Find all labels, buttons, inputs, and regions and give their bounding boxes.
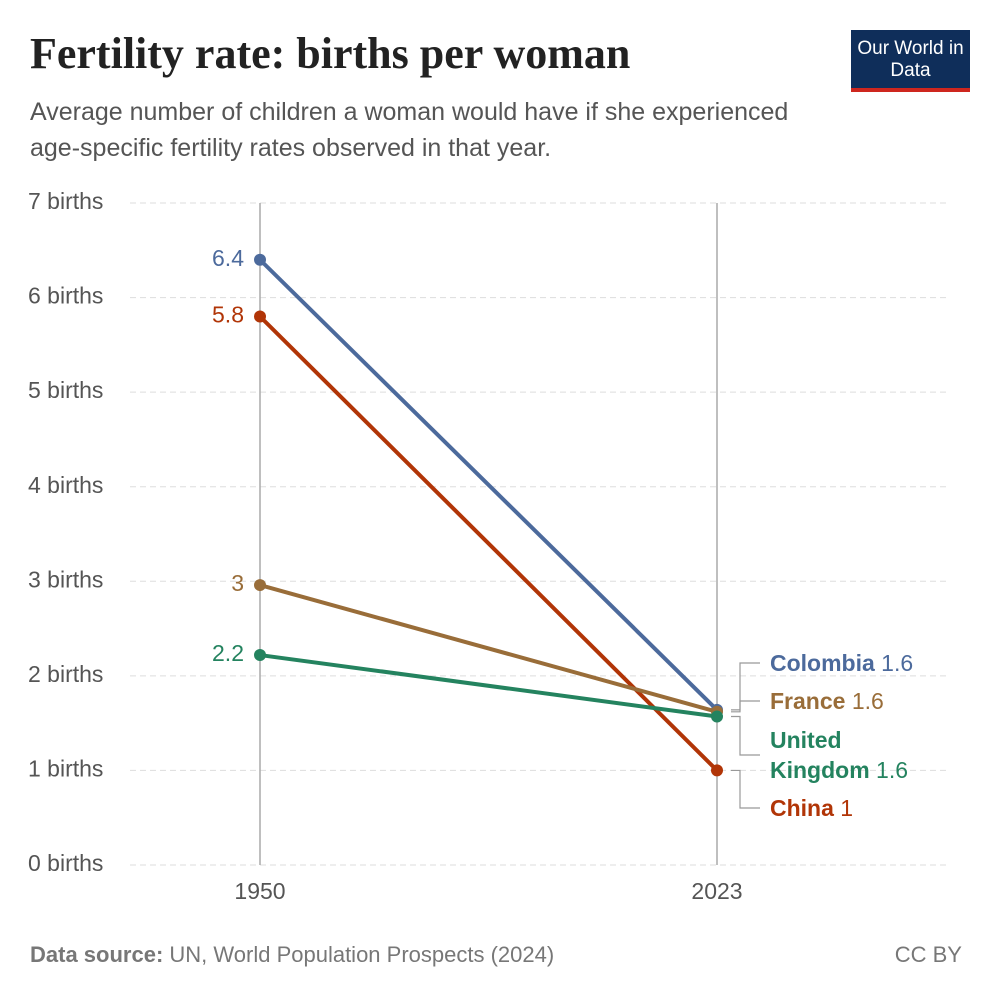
- series-name: China: [770, 795, 834, 821]
- y-tick-label: 7 births: [28, 188, 103, 214]
- y-tick-label: 3 births: [28, 566, 103, 592]
- x-tick-label: 2023: [691, 878, 742, 904]
- end-value-label: 1.6: [851, 688, 884, 714]
- footer: Data source: UN, World Population Prospe…: [30, 942, 554, 968]
- source: UN, World Population Prospects (2024): [169, 942, 555, 967]
- label-connector: [731, 700, 760, 713]
- title: Fertility rate: births per woman: [30, 29, 631, 78]
- series-name: Colombia: [770, 650, 875, 676]
- label-connector: [731, 769, 760, 809]
- y-tick-label: 6 births: [28, 283, 103, 309]
- y-tick-label: 1 births: [28, 756, 103, 782]
- point: [711, 764, 723, 777]
- end-value-label: 1.6: [881, 650, 914, 676]
- legend-entry[interactable]: France 1.6: [770, 686, 945, 716]
- end-label: China 1: [770, 793, 945, 823]
- start-value-label: 6.4: [212, 245, 244, 271]
- legend-entry[interactable]: China 1: [770, 793, 945, 823]
- license[interactable]: CC BY: [894, 942, 962, 967]
- end-label: United Kingdom 1.6: [770, 725, 945, 785]
- series-name: United Kingdom: [770, 727, 870, 783]
- point: [254, 649, 266, 662]
- end-value-label: 1: [840, 795, 854, 821]
- point: [711, 710, 723, 723]
- series-line: [259, 653, 718, 719]
- legend-entry[interactable]: United Kingdom 1.6: [770, 725, 945, 785]
- subtitle: Average number of children a woman would…: [30, 98, 789, 162]
- series-name: France: [770, 688, 846, 714]
- x-tick-label: 1950: [234, 878, 285, 904]
- label-connector: [731, 715, 760, 756]
- y-tick-label: 4 births: [28, 472, 103, 498]
- start-value-label: 2.2: [212, 640, 244, 666]
- series-line: [258, 315, 719, 772]
- y-tick-label: 5 births: [28, 377, 103, 403]
- end-label: Colombia 1.6: [770, 648, 945, 678]
- series-line: [258, 258, 719, 712]
- point: [254, 579, 266, 592]
- end-label: France 1.6: [770, 686, 945, 716]
- legend-entry[interactable]: Colombia 1.6: [770, 648, 945, 678]
- y-tick-label: 0 births: [28, 850, 103, 876]
- end-value-label: 1.6: [876, 757, 909, 783]
- logo[interactable]: Our World in Data: [851, 30, 970, 92]
- y-tick-label: 2 births: [28, 661, 103, 687]
- start-value-label: 3: [231, 570, 244, 596]
- point: [254, 310, 266, 323]
- source-label: Data source:: [30, 942, 164, 967]
- start-value-label: 5.8: [212, 302, 244, 328]
- point: [254, 253, 266, 266]
- series-line: [259, 583, 718, 714]
- label-connector: [731, 662, 760, 711]
